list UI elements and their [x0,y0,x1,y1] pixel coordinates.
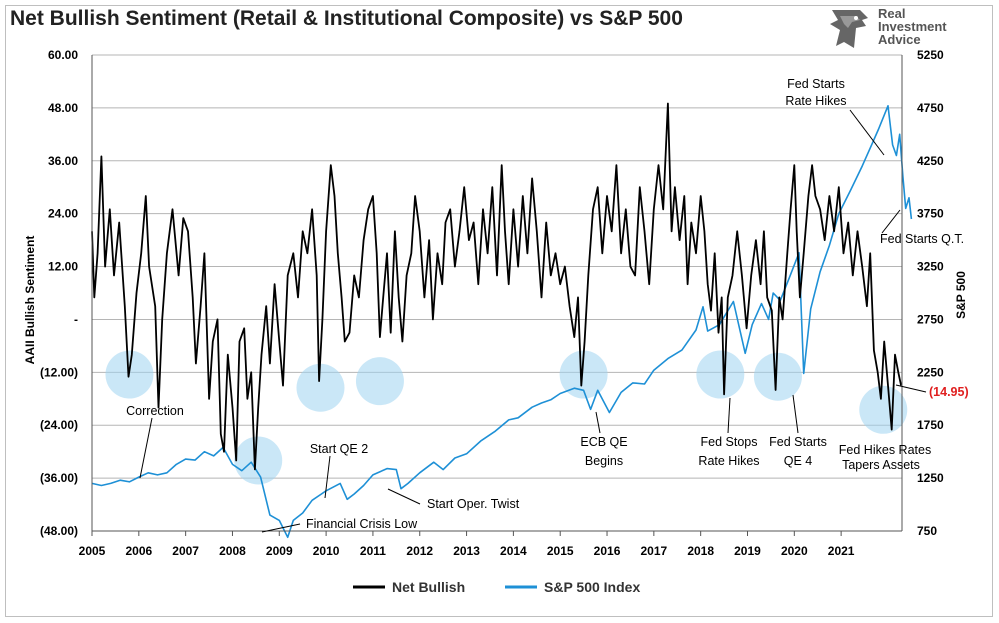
chart-title: Net Bullish Sentiment (Retail & Institut… [10,7,683,30]
annotation-leaders [139,109,927,533]
x-tick-label: 2009 [266,544,293,558]
x-tick-label: 2005 [79,544,106,558]
annotation-fed-hikes-rates: Fed Hikes Rates [839,443,931,457]
annotation-start-oper-twist: Start Oper. Twist [427,497,520,511]
y-right-tick-label: 1750 [917,418,944,432]
y-right-tick-label: 3750 [917,207,944,221]
annotation-fed-stops-rate-hikes: Rate Hikes [698,454,759,468]
y-axis-left-title: AAII Bullish Sentiment [23,236,37,365]
highlight-circle-7 [859,385,908,434]
x-tick-label: 2006 [125,544,152,558]
legend: Net Bullish S&P 500 Index [353,579,640,595]
y-left-tick-label: (24.00) [40,418,78,432]
annotation-tapers-assets: Tapers Assets [842,458,920,472]
highlight-circle-2 [296,363,345,412]
highlight-circles [105,350,908,485]
x-tick-label: 2015 [547,544,574,558]
leader-14-95 [895,384,927,393]
y-left-tick-label: 12.00 [48,260,78,274]
eagle-logo-icon [830,10,868,48]
x-tick-label: 2020 [781,544,808,558]
highlight-circle-4 [559,350,608,399]
highlight-circle-1 [234,436,283,485]
x-tick-label: 2012 [406,544,433,558]
y-left-tick-label: 60.00 [48,48,78,62]
y-right-tick-label: 4750 [917,101,944,115]
leader-financial-crisis [261,523,301,533]
leader-oper-twist [387,488,421,505]
y-left-tick-label: 48.00 [48,101,78,115]
x-tick-label: 2016 [594,544,621,558]
leader-fed-starts-qt [881,209,901,234]
chart-frame [5,5,993,617]
leader-fed-stops [727,397,731,434]
annotation-fed-starts-qt: Fed Starts Q.T. [880,232,964,246]
x-tick-label: 2021 [828,544,855,558]
annotations: Correction Start QE 2 Financial Crisis L… [126,77,968,531]
y-right-tick-label: 5250 [917,48,944,62]
legend-label-sp500: S&P 500 Index [544,579,640,595]
annotation-fed-starts-qe: Fed Starts [769,435,827,449]
y-left-tick-label: 36.00 [48,154,78,168]
leader-start-qe2 [324,455,331,499]
annotation-rate-hikes-top: Rate Hikes [785,94,846,108]
y-left-tick-label: (48.00) [40,524,78,538]
annotation-fed-starts-top: Fed Starts [787,77,845,91]
series-line-sp500 [91,105,913,539]
logo-line-2: Investment [878,19,947,34]
x-tick-label: 2014 [500,544,527,558]
annotation-financial-crisis-low: Financial Crisis Low [306,517,418,531]
leader-fed-starts-hikes [849,109,885,156]
y-left-tick-label: 24.00 [48,207,78,221]
series-line-net-bullish [91,102,902,471]
annotation-ecb-begins: Begins [585,454,623,468]
axes: 60.00 48.00 36.00 24.00 12.00 - (12.00) (24.00)… [40,48,944,558]
y-right-tick-label: 1250 [917,471,944,485]
logo: Real Investment Advice [826,6,966,50]
y-right-tick-label: 2250 [917,365,944,379]
leader-ecb-qe [595,411,601,434]
leader-correction [139,417,153,479]
x-tick-label: 2008 [219,544,246,558]
x-tick-label: 2010 [313,544,340,558]
highlight-circle-6 [753,352,802,401]
logo-line-1: Real [878,6,906,21]
annotation-fed-stops: Fed Stops [701,435,758,449]
x-tick-label: 2013 [453,544,480,558]
legend-label-net-bullish: Net Bullish [392,579,465,595]
y-axis-right-title: S&P 500 [954,271,968,319]
x-tick-label: 2007 [172,544,199,558]
y-right-tick-label: 3250 [917,260,944,274]
annotation-start-qe2: Start QE 2 [310,442,368,456]
y-right-tick-label: 2750 [917,312,944,326]
annotation-qe4: QE 4 [784,454,813,468]
annotation-latest-value: (14.95) [929,385,969,399]
y-right-tick-label: 750 [917,524,937,538]
annotation-correction: Correction [126,404,184,418]
x-tick-label: 2018 [687,544,714,558]
annotation-ecb-qe: ECB QE [580,435,627,449]
y-left-tick-label: - [74,312,78,326]
logo-line-3: Advice [878,32,921,47]
x-tick-label: 2019 [734,544,761,558]
y-right-tick-label: 4250 [917,154,944,168]
x-tick-label: 2011 [360,544,386,558]
gridlines [92,54,902,532]
leader-fed-starts-qe4 [792,394,799,434]
y-left-tick-label: (12.00) [40,365,78,379]
x-tick-label: 2017 [640,544,667,558]
highlight-circle-3 [355,357,404,406]
highlight-circle-5 [696,350,745,399]
y-left-tick-label: (36.00) [40,471,78,485]
logo-text: Real Investment Advice [878,7,947,46]
series-lines [91,102,913,539]
